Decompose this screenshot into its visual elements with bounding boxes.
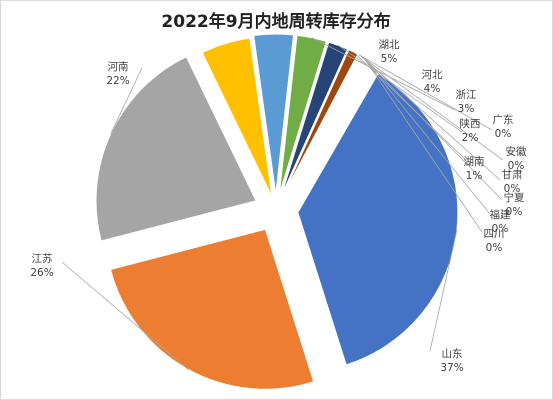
leader-line-1 [429, 229, 458, 352]
data-labels: 山东 37% 江苏 26% 河南 22% 湖北 5% 河北 4% 浙江 3% 陕西 2% 湖南 1% 广东 0% 安… [30, 39, 527, 374]
leader-line-2 [61, 261, 189, 370]
slice-name-label-1: 山东 [442, 347, 463, 360]
slice-name-label-3: 河南 [108, 60, 129, 73]
leader-line-6 [311, 37, 456, 111]
slice-percent-label-6: 3% [458, 103, 475, 115]
slice-percent-label-1: 37% [440, 362, 463, 374]
pie-slice-5 [253, 33, 295, 195]
leader-line-3 [110, 67, 143, 134]
slice-name-label-4: 湖北 [379, 39, 400, 51]
slice-name-label-12: 宁夏 [504, 191, 525, 204]
leader-line-13 [362, 56, 491, 215]
pie-slice-8 [282, 49, 359, 196]
pie-slice-2 [109, 228, 315, 390]
leader-line-9 [358, 54, 493, 131]
pie-slice-6 [278, 34, 327, 195]
slice-percent-label-4: 5% [381, 53, 398, 65]
pie-slices [95, 33, 459, 390]
leader-line-11 [360, 55, 501, 181]
leader-line-14 [363, 57, 483, 233]
chart-title: 2022年9月内地周转库存分布 [161, 11, 390, 32]
slice-name-label-6: 浙江 [456, 89, 477, 101]
slice-percent-label-12: 0% [506, 206, 523, 218]
leader-line-10 [359, 54, 504, 161]
leader-line-12 [361, 55, 503, 201]
slice-percent-label-14: 0% [486, 242, 503, 254]
slice-percent-label-9: 0% [495, 128, 512, 140]
pie-slice-1 [297, 73, 459, 366]
slice-name-label-7: 陕西 [460, 117, 481, 130]
leader-line-7 [337, 45, 463, 133]
slice-percent-label-7: 2% [462, 132, 479, 144]
slice-name-label-2: 江苏 [32, 252, 53, 265]
slice-name-label-13: 福建 [490, 208, 511, 221]
slice-name-label-8: 湖南 [464, 155, 485, 168]
slice-percent-label-13: 0% [492, 223, 509, 235]
slice-percent-label-2: 26% [30, 267, 53, 279]
slice-percent-label-5: 4% [424, 83, 441, 95]
slice-name-label-10: 安徽 [506, 145, 527, 158]
slice-percent-label-3: 22% [106, 75, 129, 87]
slice-percent-label-8: 1% [466, 170, 483, 182]
slice-name-label-5: 河北 [422, 69, 443, 81]
slice-percent-label-10: 0% [508, 160, 525, 172]
slice-percent-label-11: 0% [504, 183, 521, 195]
pie-slice-4 [201, 37, 273, 197]
slice-name-label-11: 甘肃 [502, 168, 523, 181]
leader-lines [61, 37, 504, 370]
slice-name-label-14: 四川 [484, 228, 505, 240]
slice-name-label-9: 广东 [493, 113, 514, 126]
